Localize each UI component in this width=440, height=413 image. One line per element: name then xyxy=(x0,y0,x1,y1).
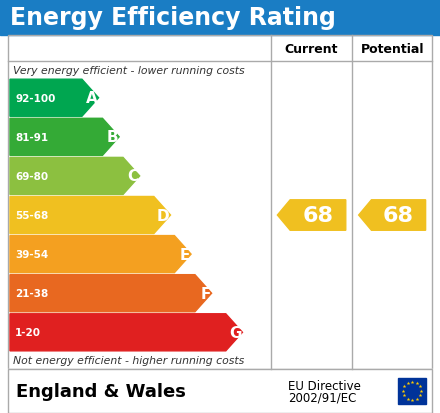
Text: 69-80: 69-80 xyxy=(15,171,48,181)
Text: 39-54: 39-54 xyxy=(15,249,48,259)
Text: F: F xyxy=(200,286,211,301)
Text: B: B xyxy=(106,130,118,145)
Text: 21-38: 21-38 xyxy=(15,289,48,299)
Bar xyxy=(0,0,440,36)
Text: 2002/91/EC: 2002/91/EC xyxy=(288,391,356,404)
Text: 1-20: 1-20 xyxy=(15,328,41,337)
Text: Very energy efficient - lower running costs: Very energy efficient - lower running co… xyxy=(13,66,245,76)
Text: Energy Efficiency Rating: Energy Efficiency Rating xyxy=(10,6,336,30)
Text: D: D xyxy=(157,208,169,223)
Polygon shape xyxy=(10,119,119,156)
Polygon shape xyxy=(10,275,212,312)
Text: England & Wales: England & Wales xyxy=(16,382,186,400)
Text: EU Directive: EU Directive xyxy=(288,380,361,392)
Text: Potential: Potential xyxy=(360,43,424,55)
Text: 81-91: 81-91 xyxy=(15,133,48,142)
Text: E: E xyxy=(180,247,190,262)
Text: 68: 68 xyxy=(302,206,334,225)
Text: Current: Current xyxy=(285,43,338,55)
Polygon shape xyxy=(10,158,139,195)
Text: 55-68: 55-68 xyxy=(15,211,48,221)
Polygon shape xyxy=(10,197,171,234)
Polygon shape xyxy=(359,200,425,231)
Text: A: A xyxy=(86,91,98,106)
Text: 68: 68 xyxy=(383,206,414,225)
Text: G: G xyxy=(229,325,242,340)
Bar xyxy=(8,36,432,369)
Bar xyxy=(0,369,440,413)
Polygon shape xyxy=(10,314,242,351)
Polygon shape xyxy=(277,200,346,231)
Text: Not energy efficient - higher running costs: Not energy efficient - higher running co… xyxy=(13,356,244,366)
Polygon shape xyxy=(10,80,99,117)
Text: C: C xyxy=(128,169,139,184)
Text: 92-100: 92-100 xyxy=(15,93,55,104)
Polygon shape xyxy=(10,236,191,273)
Bar xyxy=(398,378,426,404)
Bar xyxy=(8,369,432,413)
